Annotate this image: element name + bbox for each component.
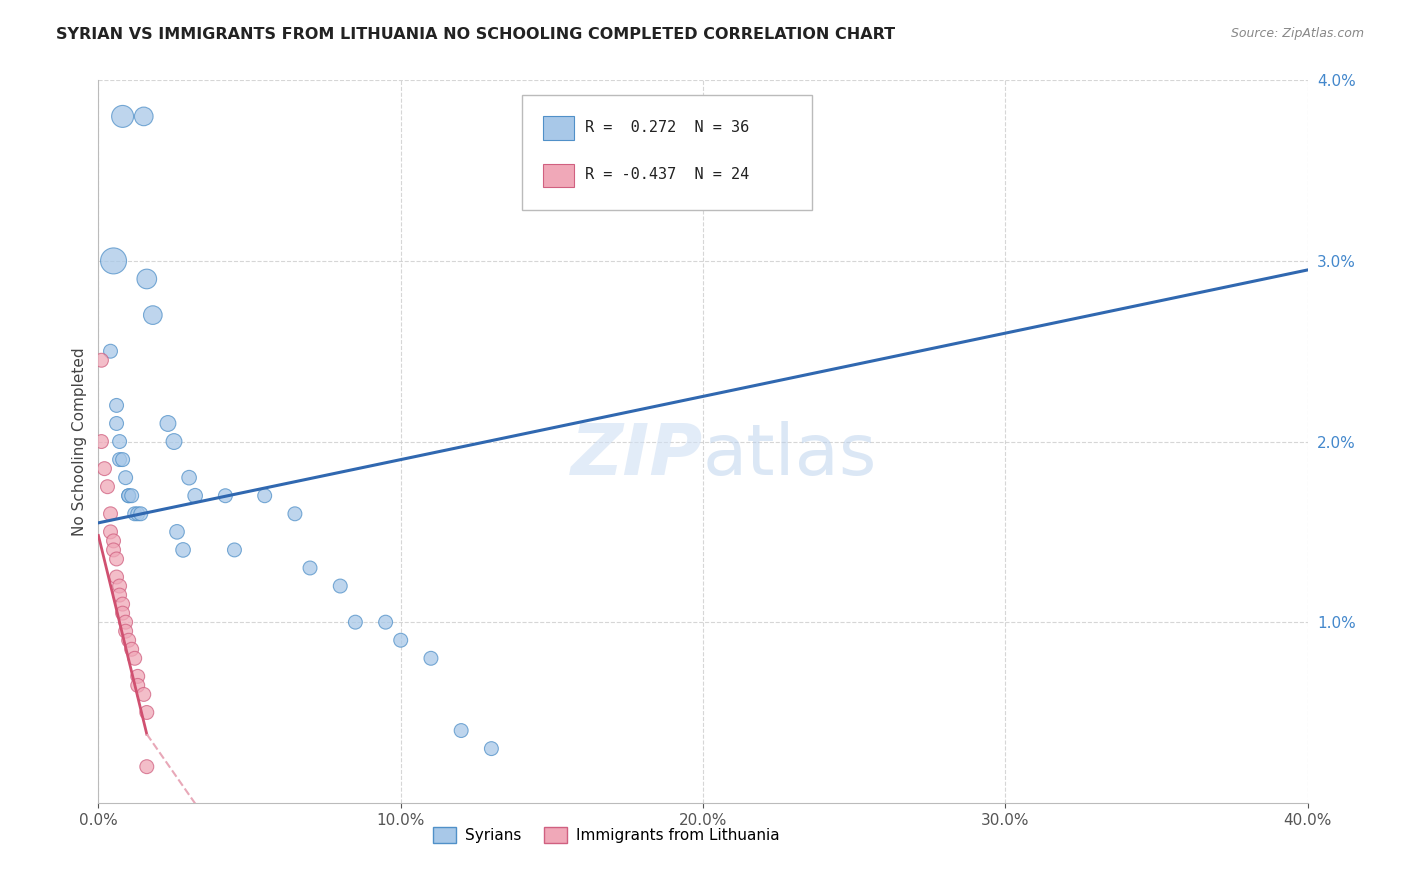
Point [103, 542, 125, 557]
Point [374, 615, 396, 630]
Point [129, 507, 152, 521]
Point [114, 471, 136, 485]
Text: SYRIAN VS IMMIGRANTS FROM LITHUANIA NO SCHOOLING COMPLETED CORRELATION CHART: SYRIAN VS IMMIGRANTS FROM LITHUANIA NO S… [56, 27, 896, 42]
FancyBboxPatch shape [543, 117, 574, 139]
Point [135, 272, 157, 286]
Point [224, 542, 246, 557]
Point [132, 687, 155, 701]
Point [108, 434, 131, 449]
Point [114, 624, 136, 639]
Point [121, 642, 143, 657]
Point [108, 579, 131, 593]
Point [111, 109, 134, 123]
Point [100, 344, 122, 359]
Point [96, 480, 118, 494]
Y-axis label: No Schooling Completed: No Schooling Completed [72, 347, 87, 536]
Point [111, 452, 134, 467]
Point [132, 109, 155, 123]
Point [329, 579, 352, 593]
Point [172, 542, 194, 557]
Text: Source: ZipAtlas.com: Source: ZipAtlas.com [1230, 27, 1364, 40]
Point [163, 434, 186, 449]
Point [166, 524, 188, 539]
Point [344, 615, 367, 630]
Point [100, 524, 122, 539]
Point [111, 597, 134, 611]
Point [105, 417, 128, 431]
Point [450, 723, 472, 738]
Point [179, 471, 201, 485]
Point [284, 507, 307, 521]
Point [135, 760, 157, 774]
Point [389, 633, 412, 648]
Point [184, 489, 207, 503]
Point [108, 452, 131, 467]
Text: R = -0.437  N = 24: R = -0.437 N = 24 [585, 168, 749, 183]
Point [142, 308, 165, 322]
Point [481, 741, 503, 756]
Point [114, 615, 136, 630]
Text: ZIP: ZIP [571, 422, 703, 491]
Point [420, 651, 443, 665]
Point [127, 669, 149, 683]
Point [105, 552, 128, 566]
Point [127, 507, 149, 521]
Point [121, 489, 143, 503]
Point [124, 651, 146, 665]
Text: atlas: atlas [703, 422, 877, 491]
Point [124, 507, 146, 521]
Point [253, 489, 276, 503]
Point [156, 417, 179, 431]
Point [118, 489, 141, 503]
FancyBboxPatch shape [522, 95, 811, 211]
Point [108, 588, 131, 602]
Point [90, 434, 112, 449]
Point [93, 461, 115, 475]
FancyBboxPatch shape [543, 164, 574, 187]
Point [90, 353, 112, 368]
Point [135, 706, 157, 720]
Text: R =  0.272  N = 36: R = 0.272 N = 36 [585, 120, 749, 135]
Point [100, 507, 122, 521]
Point [214, 489, 236, 503]
Point [118, 633, 141, 648]
Point [299, 561, 322, 575]
Point [105, 570, 128, 584]
Point [111, 606, 134, 620]
Point [105, 398, 128, 412]
Point [118, 489, 141, 503]
Legend: Syrians, Immigrants from Lithuania: Syrians, Immigrants from Lithuania [426, 822, 786, 849]
Point [103, 253, 125, 268]
Point [103, 533, 125, 548]
Point [127, 678, 149, 692]
